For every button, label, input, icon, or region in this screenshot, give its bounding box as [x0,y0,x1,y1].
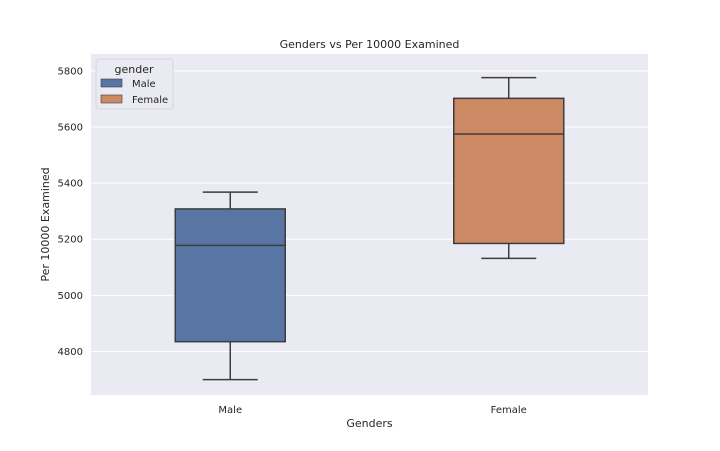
legend-title: gender [115,63,154,76]
y-tick-label: 4800 [58,347,83,358]
x-axis-label: Genders [346,417,393,430]
y-tick-label: 5200 [58,235,83,246]
y-tick-label: 5400 [58,179,83,190]
x-tick-label-male: Male [218,405,242,416]
boxes-layer [174,76,565,381]
legend: gender Male Female [95,58,174,110]
legend-label-male: Male [132,79,156,90]
y-tick-label: 5800 [58,66,83,77]
y-tick-labels: 4800 5000 5200 5400 5600 5800 [58,66,83,358]
box-male [174,191,286,381]
legend-swatch-female [100,94,123,104]
legend-label-female: Female [132,95,168,106]
y-tick-label: 5000 [58,291,83,302]
box-female [453,76,565,260]
legend-swatch-male [100,78,123,88]
x-tick-label-female: Female [491,405,527,416]
iqr-box-female [453,97,565,245]
x-tick-labels: Male Female [218,405,526,416]
y-axis-label: Per 10000 Examined [39,167,52,281]
iqr-box-male [174,208,286,343]
y-tick-label: 5600 [58,122,83,133]
chart-title: Genders vs Per 10000 Examined [280,38,460,51]
